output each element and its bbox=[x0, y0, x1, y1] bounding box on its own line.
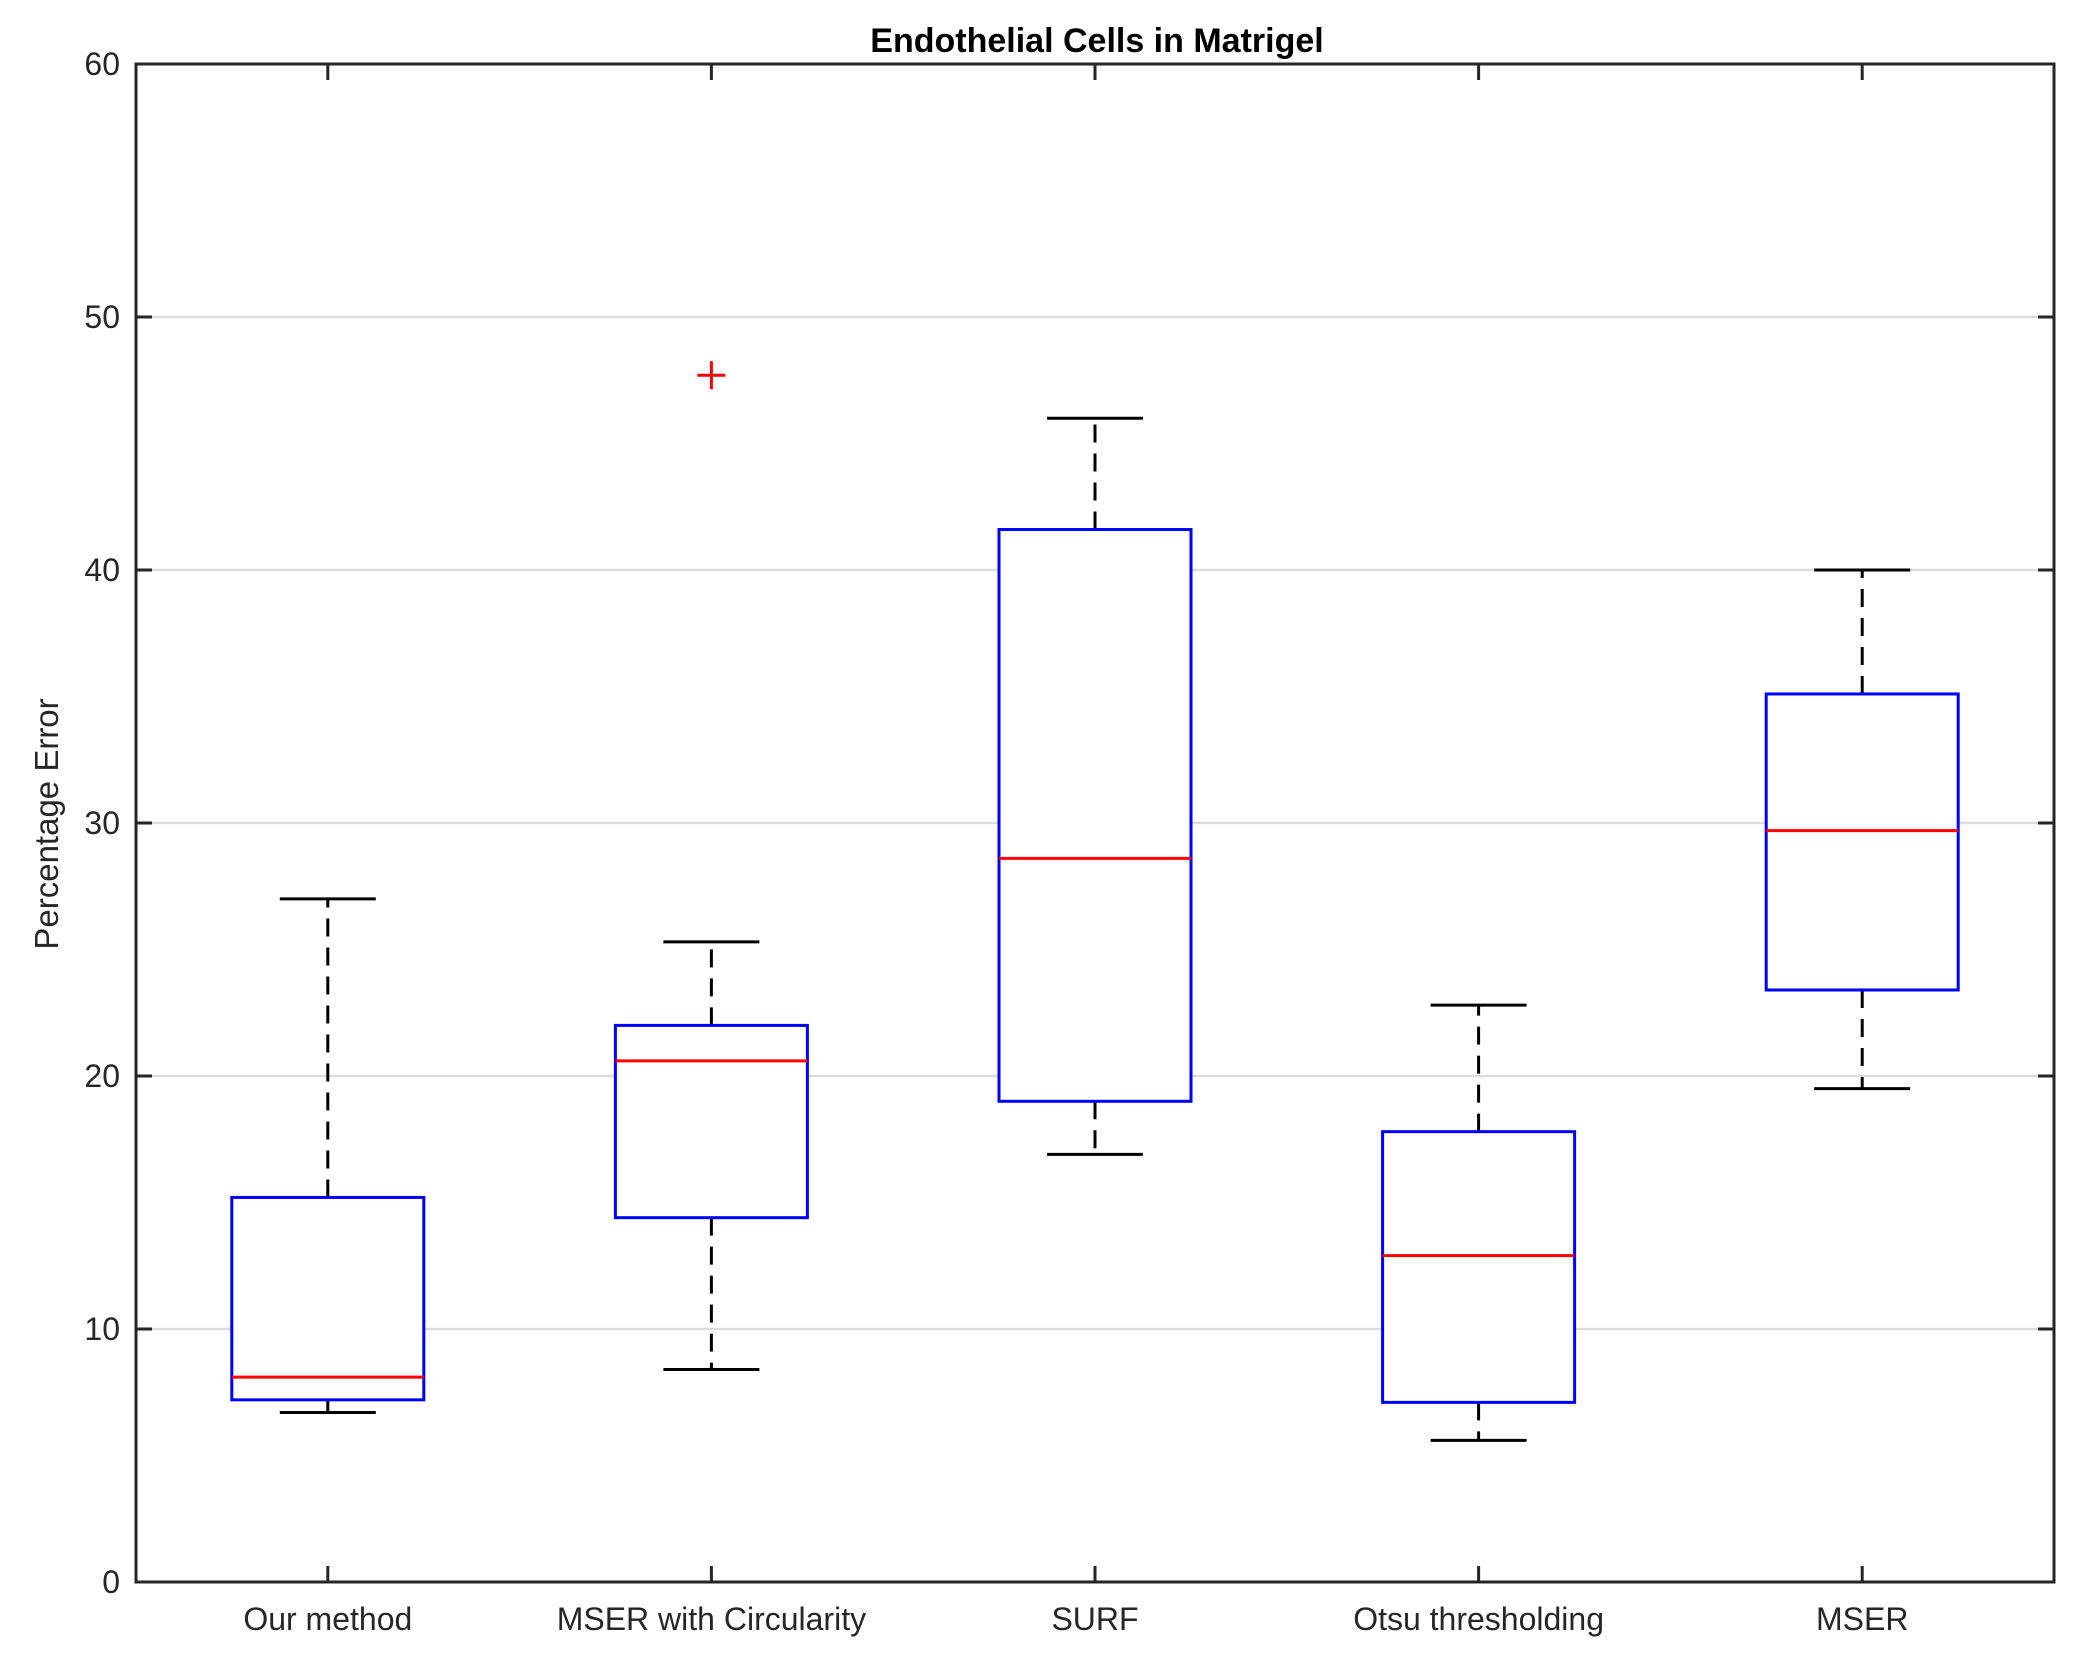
iqr-box bbox=[1764, 692, 1960, 992]
box-group-0 bbox=[230, 897, 426, 1414]
iqr-box bbox=[613, 1023, 809, 1220]
x-tick-label: MSER bbox=[1816, 1601, 1908, 1637]
box-group-4 bbox=[1764, 568, 1960, 1091]
axes: 0 10 20 30 40 50 60 Our method MSER with Circula… bbox=[84, 46, 2056, 1637]
box-group-2 bbox=[997, 416, 1193, 1156]
y-tick-label: 60 bbox=[84, 46, 120, 82]
box-group-1 bbox=[613, 361, 809, 1371]
box-series bbox=[230, 361, 1960, 1442]
y-tick-label: 10 bbox=[84, 1311, 120, 1347]
y-tick-label: 40 bbox=[84, 552, 120, 588]
iqr-box bbox=[230, 1195, 426, 1402]
x-tick-label: MSER with Circularity bbox=[557, 1601, 866, 1637]
chart-title: Endothelial Cells in Matrigel bbox=[870, 22, 1323, 60]
iqr-box bbox=[997, 528, 1193, 1103]
y-tick-label: 0 bbox=[102, 1564, 120, 1600]
iqr-box bbox=[1381, 1130, 1577, 1404]
outlier-marker-0 bbox=[697, 361, 726, 390]
box-group-3 bbox=[1381, 1003, 1577, 1442]
x-tick-label: Our method bbox=[243, 1601, 412, 1637]
y-axis-label: Percentage Error bbox=[28, 698, 65, 949]
y-tick-label: 20 bbox=[84, 1058, 120, 1094]
x-tick-label: Otsu thresholding bbox=[1353, 1601, 1604, 1637]
x-tick-label: SURF bbox=[1051, 1601, 1138, 1637]
y-tick-label: 30 bbox=[84, 805, 120, 841]
y-tick-label: 50 bbox=[84, 299, 120, 335]
